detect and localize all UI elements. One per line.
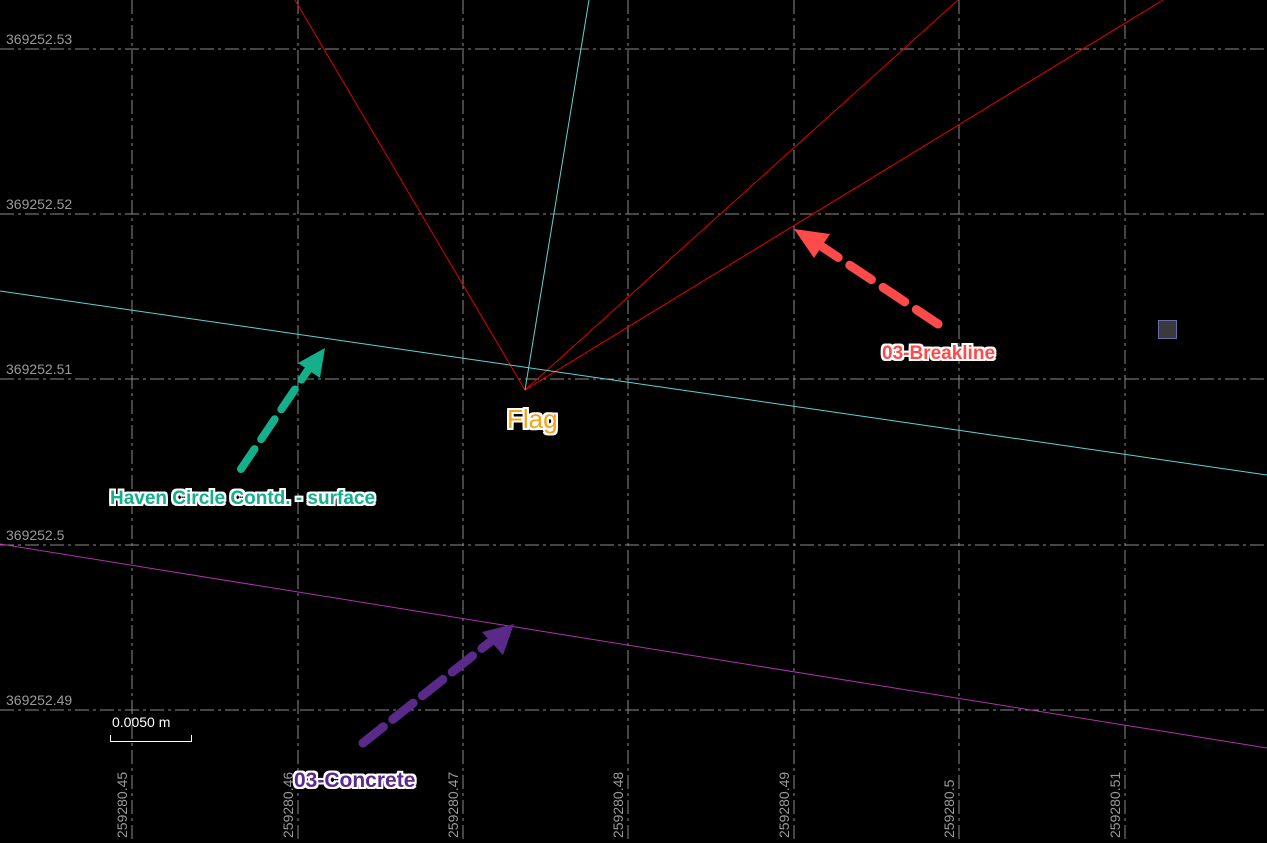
x-label-4: 259280.48 xyxy=(610,771,626,838)
breakline-segment-3 xyxy=(524,0,1164,391)
x-label-5: 259280.49 xyxy=(776,771,792,838)
x-label-6: 259280.5 xyxy=(941,779,957,838)
x-label-3: 259280.47 xyxy=(445,771,461,838)
grip-handle[interactable] xyxy=(1158,320,1177,339)
surface-segment-1 xyxy=(524,0,590,391)
breakline-segment-2 xyxy=(524,0,959,391)
breakline-geometry[interactable] xyxy=(294,0,1164,391)
scale-bar-line xyxy=(110,735,192,742)
flag-label[interactable]: Flag xyxy=(507,404,558,434)
breakline-arrow xyxy=(794,229,943,329)
breakline-label: 03-Breakline xyxy=(882,343,996,364)
y-label-5: 369252.49 xyxy=(6,692,73,708)
grid-horizontal xyxy=(0,48,1267,711)
y-label-4: 369252.5 xyxy=(6,527,65,543)
x-label-1: 259280.45 xyxy=(114,771,130,838)
surface-label: Haven Circle Contd. - surface xyxy=(110,488,376,509)
y-label-2: 369252.52 xyxy=(6,196,73,212)
scale-bar-label: 0.0050 m xyxy=(112,714,171,730)
surface-segment-2 xyxy=(0,290,1267,476)
surface-arrow xyxy=(237,348,325,473)
breakline-segment-1 xyxy=(294,0,526,391)
concrete-arrow xyxy=(358,624,514,748)
y-label-3: 369252.51 xyxy=(6,361,73,377)
y-label-1: 369252.53 xyxy=(6,31,73,47)
concrete-geometry[interactable] xyxy=(0,543,1267,749)
grid-vertical xyxy=(131,0,1126,843)
x-label-7: 259280.51 xyxy=(1107,771,1123,838)
scale-bar: 0.0050 m xyxy=(110,714,192,743)
surface-geometry[interactable] xyxy=(0,0,1267,476)
concrete-label: 03-Concrete xyxy=(294,769,416,792)
